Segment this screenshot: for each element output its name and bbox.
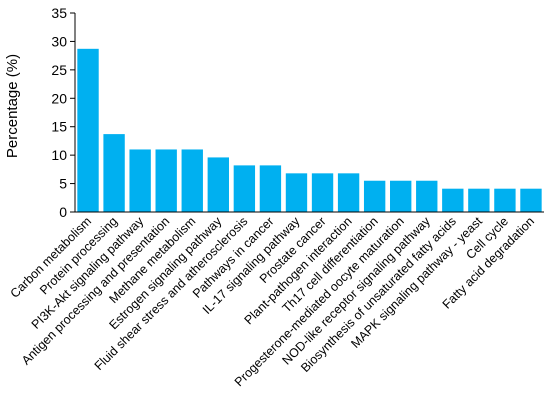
- y-axis: 0 5 10 15 20 25 30 35: [51, 5, 76, 220]
- bar-11: [337, 173, 360, 212]
- y-axis-title: Percentage (%): [4, 54, 21, 158]
- y-tick-label: 10: [51, 147, 67, 163]
- y-tick-label: 5: [59, 176, 67, 192]
- bar-1: [77, 48, 99, 212]
- y-tick-label: 20: [51, 90, 67, 106]
- bar-4: [155, 149, 177, 212]
- y-tick-label: 15: [51, 119, 67, 135]
- bar-15: [442, 188, 464, 212]
- bar-8: [259, 165, 282, 212]
- bar-9: [285, 173, 308, 212]
- y-tick-label: 30: [51, 33, 67, 49]
- bars-group: [77, 48, 542, 212]
- bar-3: [129, 149, 151, 212]
- bar-13: [390, 180, 412, 212]
- y-tick-label: 35: [51, 5, 67, 21]
- bar-7: [233, 165, 256, 212]
- bar-18: [520, 188, 542, 212]
- bar-12: [363, 180, 386, 212]
- y-tick-label: 0: [59, 204, 67, 220]
- y-tick-label: 25: [51, 62, 67, 78]
- bar-17: [494, 188, 516, 212]
- bar-5: [181, 149, 203, 212]
- bar-10: [311, 173, 334, 212]
- bar-16: [468, 188, 490, 212]
- bar-2: [103, 134, 125, 212]
- bar-14: [416, 180, 438, 212]
- bar-6: [207, 157, 229, 212]
